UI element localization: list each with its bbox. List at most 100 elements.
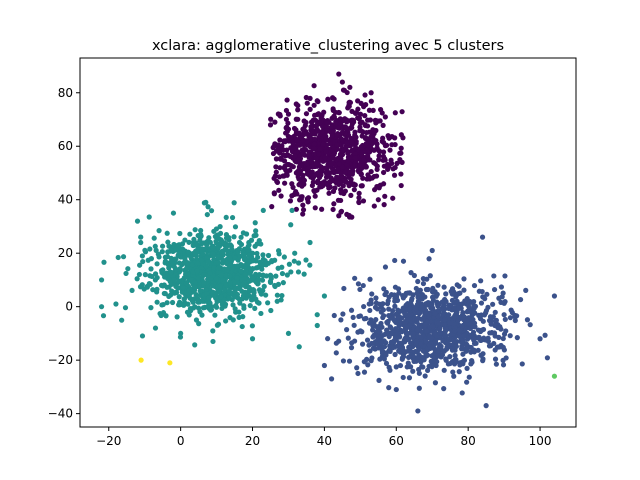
data-point (551, 293, 558, 299)
data-point (244, 261, 251, 268)
data-point (120, 254, 127, 260)
data-point (288, 269, 294, 275)
data-point (390, 166, 396, 172)
data-point (265, 252, 272, 259)
data-point (476, 334, 482, 340)
data-point (197, 309, 203, 315)
data-point (512, 317, 518, 324)
data-point (411, 272, 417, 279)
plot-frame (79, 57, 577, 428)
data-point (351, 322, 357, 328)
data-point (326, 190, 332, 196)
data-point (452, 352, 458, 359)
data-point (343, 125, 349, 131)
data-point (148, 266, 154, 272)
data-point (191, 236, 197, 242)
data-point (400, 354, 407, 360)
data-point (201, 280, 208, 286)
data-point (291, 125, 298, 132)
data-point (456, 327, 462, 333)
data-point (171, 241, 177, 248)
data-point (226, 287, 232, 294)
data-point (454, 282, 460, 288)
cluster-1-series (321, 234, 558, 414)
data-point (456, 369, 462, 375)
data-point (271, 175, 277, 181)
data-point (483, 337, 489, 343)
data-point (420, 280, 427, 287)
data-point (140, 258, 146, 265)
data-point (284, 272, 290, 278)
data-point (460, 351, 466, 357)
data-point (459, 343, 465, 349)
data-point (392, 141, 398, 148)
data-point (391, 292, 397, 298)
data-point (301, 271, 307, 277)
data-point (346, 103, 352, 109)
data-point (223, 318, 229, 324)
data-point (373, 345, 379, 352)
data-point (402, 320, 408, 326)
data-point (437, 325, 443, 331)
data-point (527, 322, 533, 328)
data-point (252, 305, 258, 311)
data-point (329, 132, 335, 139)
data-point (260, 207, 266, 214)
data-point (416, 385, 422, 391)
data-point (310, 179, 316, 185)
data-point (321, 362, 328, 369)
data-point (397, 157, 403, 163)
data-point (351, 182, 357, 188)
data-point (239, 323, 245, 330)
data-point (358, 128, 364, 134)
data-point (207, 270, 213, 276)
data-point (317, 146, 323, 152)
data-point (300, 211, 306, 217)
data-point (268, 307, 274, 314)
data-point (147, 281, 153, 287)
data-point (352, 275, 358, 281)
data-point (466, 374, 472, 380)
data-point (537, 336, 543, 342)
data-point (302, 131, 308, 137)
data-point (367, 348, 373, 354)
data-point (242, 289, 248, 295)
data-point (380, 307, 386, 313)
data-point (431, 352, 437, 358)
data-point (311, 83, 317, 89)
data-point (429, 247, 435, 254)
data-point (200, 251, 206, 257)
data-point (418, 293, 424, 299)
data-point (422, 307, 428, 313)
data-point (406, 344, 412, 350)
data-point (242, 257, 248, 263)
data-point (336, 213, 342, 219)
data-point (148, 305, 154, 311)
data-point (478, 300, 485, 306)
data-point (507, 333, 513, 339)
data-point (210, 328, 216, 334)
data-point (357, 169, 363, 175)
data-point (437, 330, 443, 336)
data-point (168, 270, 174, 276)
data-point (321, 293, 328, 299)
data-point (277, 137, 283, 143)
data-point (257, 259, 263, 265)
data-point (383, 352, 389, 358)
data-point (333, 120, 339, 127)
data-point (337, 121, 344, 127)
data-point (400, 374, 406, 381)
data-point (449, 346, 455, 352)
data-point (304, 161, 310, 167)
data-point (423, 338, 429, 345)
data-point (205, 204, 211, 210)
data-point (439, 299, 445, 305)
data-point (392, 257, 398, 264)
data-point (159, 249, 165, 255)
data-point (348, 139, 355, 145)
data-point (335, 125, 341, 131)
data-point (441, 321, 448, 328)
data-point (477, 316, 484, 322)
data-point (350, 314, 356, 320)
data-point (208, 208, 215, 214)
